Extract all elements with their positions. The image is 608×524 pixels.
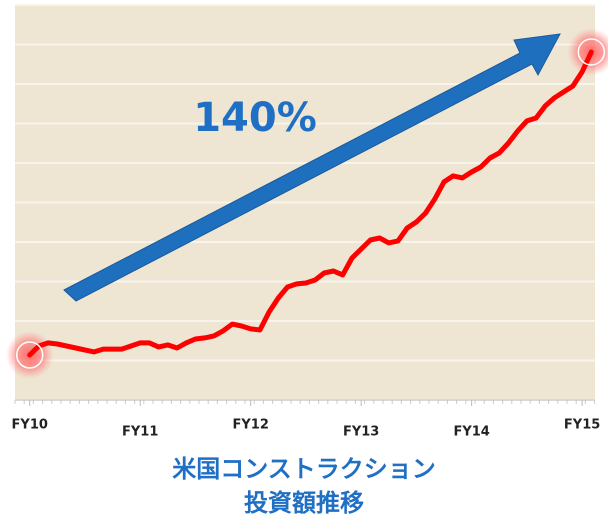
- x-tick-label: FY13: [343, 425, 379, 440]
- x-tick-label: FY15: [564, 418, 600, 433]
- trend-arrow: [63, 33, 561, 302]
- x-tick-label: FY11: [122, 425, 158, 440]
- line-layer: [5, 27, 608, 380]
- x-tick-label: FY12: [232, 418, 268, 433]
- highlight-ring: [15, 341, 44, 369]
- x-tick-label: FY10: [12, 418, 48, 433]
- annotation: 140%: [193, 95, 317, 141]
- grid: [14, 4, 596, 404]
- highlight-ring: [577, 38, 606, 66]
- data-line: [27, 49, 594, 358]
- chart-title: 米国コンストラクション: [172, 455, 436, 483]
- chart-title: 投資額推移: [244, 489, 364, 517]
- x-tick-label: FY14: [453, 425, 489, 440]
